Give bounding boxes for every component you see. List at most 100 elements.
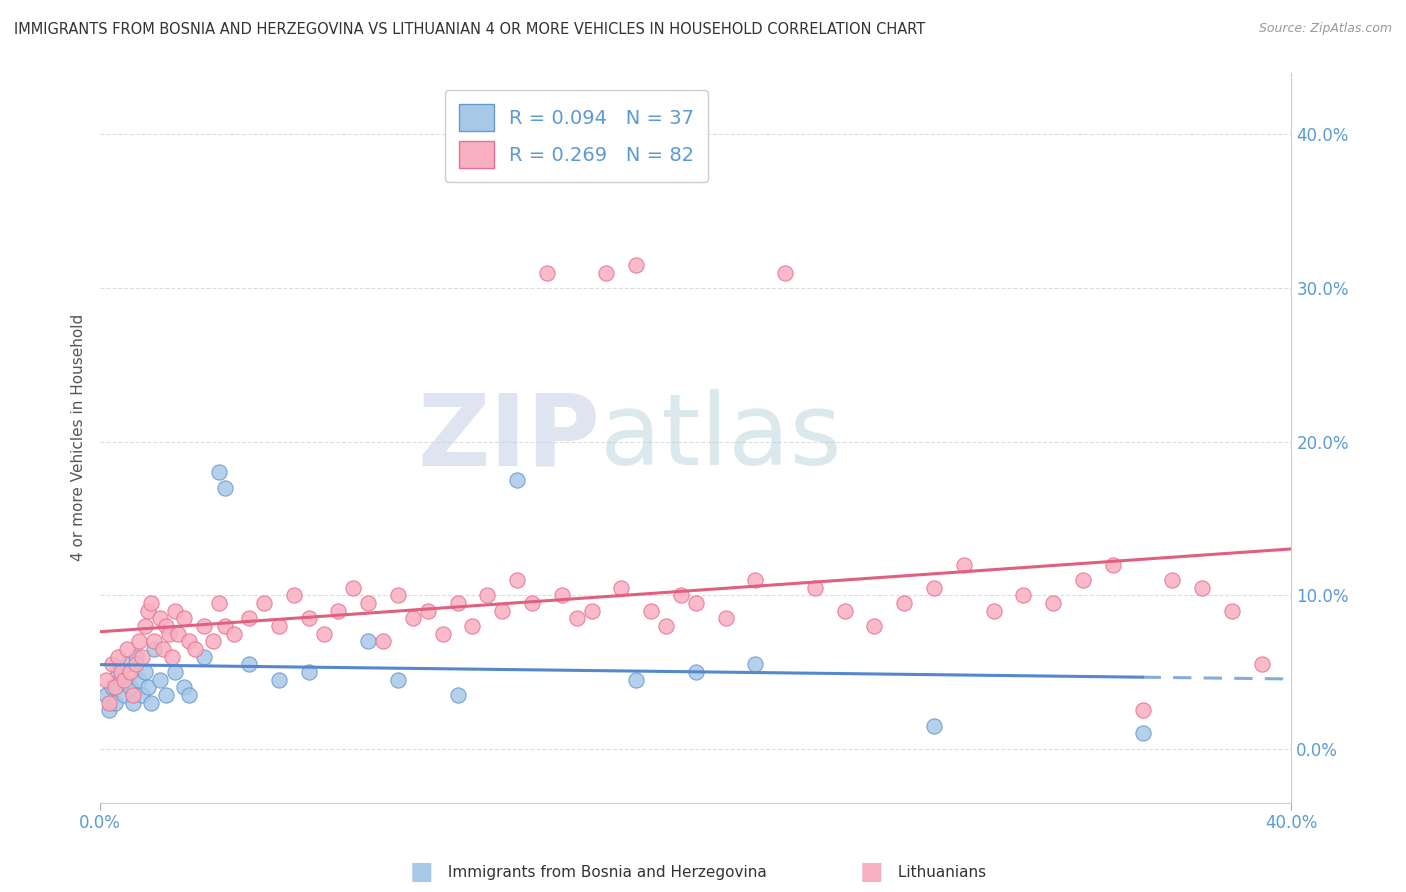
Point: [136, 681, 159, 695]
Point: [112, 688, 135, 702]
Point: [669, 588, 692, 602]
Point: [371, 634, 394, 648]
Point: [1071, 573, 1094, 587]
Point: [214, 481, 236, 495]
Point: [179, 634, 201, 648]
Text: atlas: atlas: [600, 389, 842, 486]
Point: [134, 619, 156, 633]
Point: [402, 611, 425, 625]
Point: [152, 642, 174, 657]
Point: [1161, 573, 1184, 587]
Point: [214, 619, 236, 633]
Legend: R = 0.094   N = 37, R = 0.269   N = 82: R = 0.094 N = 37, R = 0.269 N = 82: [446, 90, 709, 182]
Point: [173, 681, 195, 695]
Point: [267, 619, 290, 633]
Point: [922, 581, 945, 595]
Point: [863, 619, 886, 633]
Point: [685, 665, 707, 679]
Point: [118, 665, 141, 679]
Point: [506, 473, 529, 487]
Point: [208, 596, 231, 610]
Point: [157, 626, 180, 640]
Text: ■: ■: [411, 861, 433, 884]
Text: Immigrants from Bosnia and Herzegovina: Immigrants from Bosnia and Herzegovina: [443, 865, 766, 880]
Point: [115, 642, 138, 657]
Point: [112, 673, 135, 687]
Point: [744, 657, 766, 672]
Point: [416, 604, 439, 618]
Point: [155, 619, 177, 633]
Point: [297, 611, 319, 625]
Point: [163, 665, 186, 679]
Point: [595, 266, 617, 280]
Point: [128, 673, 150, 687]
Point: [115, 657, 138, 672]
Point: [149, 611, 172, 625]
Point: [166, 626, 188, 640]
Point: [155, 688, 177, 702]
Point: [506, 573, 529, 587]
Text: Lithuanians: Lithuanians: [893, 865, 986, 880]
Point: [461, 619, 484, 633]
Y-axis label: 4 or more Vehicles in Household: 4 or more Vehicles in Household: [72, 314, 86, 561]
Point: [110, 673, 132, 687]
Point: [94, 688, 117, 702]
Point: [131, 688, 153, 702]
Point: [238, 657, 260, 672]
Point: [551, 588, 574, 602]
Point: [1132, 703, 1154, 717]
Point: [626, 673, 648, 687]
Point: [640, 604, 662, 618]
Point: [136, 604, 159, 618]
Point: [98, 703, 121, 717]
Point: [446, 688, 468, 702]
Point: [520, 596, 543, 610]
Point: [253, 596, 276, 610]
Point: [804, 581, 827, 595]
Point: [184, 642, 207, 657]
Point: [139, 596, 162, 610]
Point: [744, 573, 766, 587]
Point: [107, 649, 129, 664]
Point: [193, 619, 215, 633]
Point: [142, 642, 165, 657]
Point: [128, 634, 150, 648]
Point: [160, 649, 183, 664]
Point: [142, 634, 165, 648]
Point: [125, 649, 148, 664]
Point: [104, 681, 127, 695]
Point: [581, 604, 603, 618]
Point: [953, 558, 976, 572]
Point: [1042, 596, 1064, 610]
Point: [238, 611, 260, 625]
Point: [1132, 726, 1154, 740]
Point: [1012, 588, 1035, 602]
Point: [328, 604, 350, 618]
Point: [134, 665, 156, 679]
Point: [685, 596, 707, 610]
Point: [173, 611, 195, 625]
Point: [893, 596, 915, 610]
Point: [163, 604, 186, 618]
Point: [536, 266, 558, 280]
Point: [1250, 657, 1272, 672]
Point: [357, 596, 380, 610]
Point: [491, 604, 513, 618]
Point: [118, 681, 141, 695]
Text: IMMIGRANTS FROM BOSNIA AND HERZEGOVINA VS LITHUANIAN 4 OR MORE VEHICLES IN HOUSE: IMMIGRANTS FROM BOSNIA AND HERZEGOVINA V…: [14, 22, 925, 37]
Point: [387, 673, 409, 687]
Point: [283, 588, 305, 602]
Point: [983, 604, 1005, 618]
Point: [1220, 604, 1243, 618]
Point: [342, 581, 364, 595]
Point: [834, 604, 856, 618]
Point: [125, 657, 148, 672]
Point: [267, 673, 290, 687]
Point: [107, 665, 129, 679]
Point: [1101, 558, 1123, 572]
Point: [110, 665, 132, 679]
Point: [297, 665, 319, 679]
Point: [104, 696, 127, 710]
Point: [139, 696, 162, 710]
Point: [122, 696, 145, 710]
